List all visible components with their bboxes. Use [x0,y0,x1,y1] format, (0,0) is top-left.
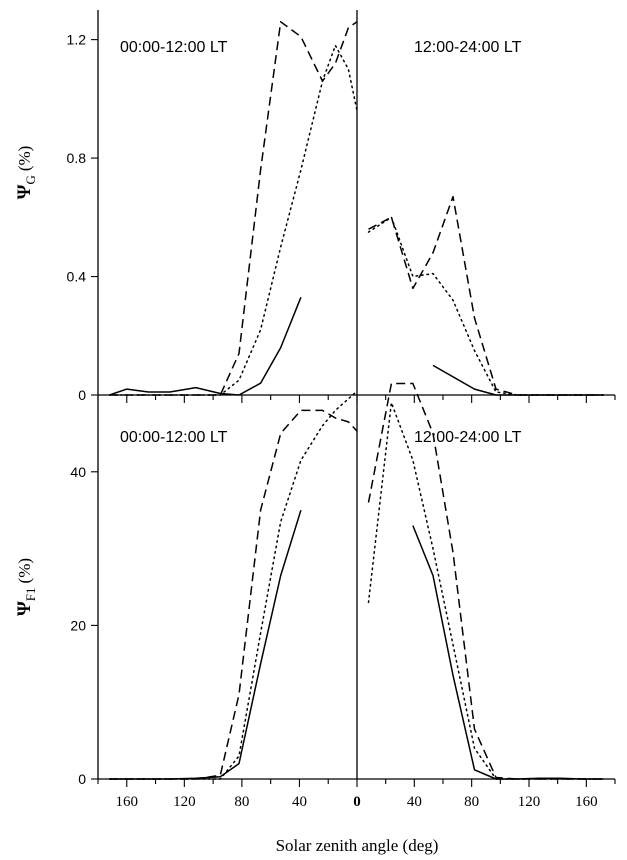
y-tick-label: 20 [70,617,86,633]
labels-layer: 160 120 80 40 0 40 80 120 160 00:00-12:00 LT 0 0.4 0… [14,32,598,810]
y-tick-label: 40 [70,464,86,480]
panel-title-bottom-right: 12:00-24:00 LT [414,429,522,446]
x-tick-label-right: 40 [407,794,422,810]
series-layer [108,21,605,780]
psi-symbol: Ψ [14,184,35,199]
series-dashed-top-right [368,195,604,396]
psi-subscript: F1 [23,587,38,601]
axes-layer [91,10,616,787]
series-dotted-top-right [367,216,605,396]
panel-title-top-right: 12:00-24:00 LT [414,39,522,56]
y-tick-label: 0.4 [67,269,87,285]
x-tick-label-left: 160 [116,794,139,810]
series-dotted-top-left [108,44,358,396]
y-tick-label: 0 [78,387,86,403]
series-solid-bottom-right [412,525,604,780]
series-dashed-top-left [109,21,358,396]
x-tick-label-left: 80 [234,794,249,810]
x-axis-title: Solar zenith angle (deg) [276,836,439,855]
series-dashed-bottom-right [367,382,604,780]
y-unit: (%) [15,558,34,583]
svg-text:ΨG(%): ΨG (%) [14,146,38,200]
x-tick-label-left: 40 [292,794,307,810]
series-dotted-bottom-left [108,390,358,780]
y-axis-title-top-left: ΨG (%) [14,146,38,200]
series-solid-bottom-left [109,509,302,780]
x-tick-label-right: 80 [464,794,479,810]
y-tick-label: 1.2 [67,32,87,48]
series-dotted-bottom-right [367,401,605,780]
y-unit: (%) [15,146,34,171]
x-tick-label-left: 0 [353,794,361,810]
svg-text:ΨF1(%): ΨF1 (%) [14,558,38,616]
series-solid-top-right [432,364,604,396]
series-solid-top-left [109,297,302,396]
y-tick-label: 0.8 [67,150,87,166]
panel-title-bottom-left: 00:00-12:00 LT [120,429,228,446]
psi-symbol: Ψ [14,601,35,616]
series-dashed-bottom-left [109,409,358,780]
x-tick-label-right: 160 [575,794,598,810]
psi-subscript: G [23,175,38,184]
x-tick-label-left: 120 [173,794,196,810]
panel-title-top-left: 00:00-12:00 LT [120,39,228,56]
x-tick-label-right: 120 [518,794,541,810]
y-tick-label: 0 [78,771,86,787]
y-axis-title-bottom-left: ΨF1 (%) [14,558,38,616]
